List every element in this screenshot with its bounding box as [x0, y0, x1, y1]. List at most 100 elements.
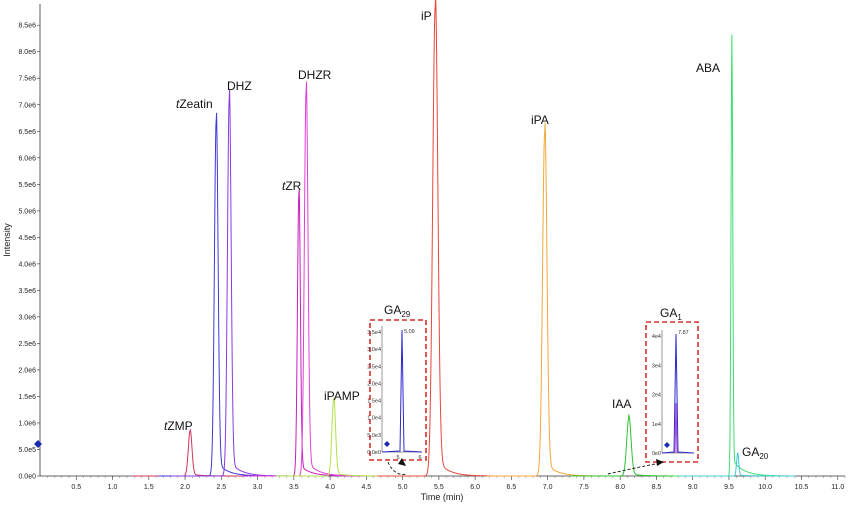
- inset-y-tick: 2.5e4: [367, 364, 381, 370]
- y-tick-label: 0.0e0: [18, 474, 36, 481]
- ga1-arrow: [607, 462, 661, 475]
- peak-label-main: iP: [421, 9, 432, 23]
- peak-label: GA20: [742, 445, 769, 461]
- y-tick-label: 8.5e6: [18, 23, 36, 30]
- peak-label: iPAMP: [324, 389, 360, 403]
- x-tick-label: 7.5: [579, 484, 589, 491]
- y-tick-label: 5.0e5: [18, 447, 36, 454]
- peak-label-main: ZR: [285, 179, 301, 193]
- x-tick-label: 11.0: [831, 484, 844, 491]
- peak-label: iPA: [531, 113, 549, 127]
- x-axis-title: Time (min): [421, 492, 464, 502]
- inset-peak-label: 7.87: [678, 330, 689, 336]
- series-line: [486, 122, 603, 477]
- ga29-arrowhead: [398, 458, 406, 466]
- inset-y-tick: 3.0e4: [367, 347, 381, 353]
- y-tick-label: 2.5e6: [18, 341, 36, 348]
- inset-y-tick: 2.0e4: [367, 381, 381, 387]
- inset-peak: [381, 329, 423, 453]
- peak-label: tZR: [282, 179, 302, 193]
- peak-label-main: ZMP: [167, 419, 192, 433]
- peak-label-sub: 20: [759, 452, 768, 461]
- y-tick-label: 3.0e6: [18, 314, 36, 321]
- x-tick-label: 0.5: [71, 484, 81, 491]
- x-tick-label: 7.0: [543, 484, 553, 491]
- peak-label: DHZR: [298, 68, 332, 82]
- inset-title: GA1: [660, 306, 682, 322]
- x-tick-label: 1.5: [144, 484, 154, 491]
- inset-ga29: 0.0e0 5.0e3 1.0e4 1.5e4 2.0e4 2.5e4 3.0e4 3.5e4…: [367, 303, 427, 461]
- peak-label-main: ABA: [696, 61, 720, 75]
- y-tick-label: 4.0e6: [18, 261, 36, 268]
- series-line: [679, 452, 796, 477]
- x-tick-label: 1.0: [108, 484, 118, 491]
- inset-marker-icon: [664, 442, 670, 448]
- series-line: [132, 428, 249, 477]
- peak-label: iP: [421, 9, 432, 23]
- inset-ga1: 0e0 1e4 2e4 3e4 4e4 7.87 GA1: [645, 306, 699, 463]
- y-tick-label: 7.5e6: [18, 76, 36, 83]
- y-tick-label: 6.5e6: [18, 129, 36, 136]
- ga1-arrowhead: [656, 459, 664, 466]
- peak-label-main: IAA: [612, 397, 631, 411]
- x-tick-label: 3.5: [289, 484, 299, 491]
- inset-peak: [661, 333, 695, 454]
- y-tick-label: 7.0e6: [18, 102, 36, 109]
- x-tick-label: 2.5: [216, 484, 226, 491]
- inset-peak-label: 5.09: [404, 329, 415, 335]
- y-axis-title: Intensity: [2, 223, 12, 257]
- inset-y-tick: 4e4: [652, 334, 661, 340]
- peak-label-main: DHZ: [227, 79, 252, 93]
- inset-title-main: GA: [384, 303, 401, 317]
- inset-y-tick: 3.5e4: [367, 330, 381, 336]
- y-tick-label: 1.0e6: [18, 420, 36, 427]
- peak-label-italic: t: [164, 419, 168, 433]
- x-tick-label: 2.0: [180, 484, 190, 491]
- inset-y-tick: 0e0: [652, 451, 661, 457]
- inset-marker-icon: [384, 441, 390, 447]
- peak-label-italic: t: [282, 179, 286, 193]
- peak-label: IAA: [612, 397, 631, 411]
- peak-label-italic: t: [176, 97, 180, 111]
- y-tick-label: 6.0e6: [18, 155, 36, 162]
- peak-label: tZeatin: [176, 97, 213, 111]
- inset-border: [645, 321, 699, 463]
- series-line: [377, 0, 494, 477]
- peak-label-main: DHZR: [298, 68, 332, 82]
- peak-label: tZMP: [164, 419, 193, 433]
- inset-y-tick: 0.0e0: [367, 450, 381, 456]
- y-tick-label: 2.0e6: [18, 367, 36, 374]
- inset-title-sub: 1: [677, 313, 682, 322]
- x-tick-label: 5.0: [398, 484, 408, 491]
- x-tick-label: 4.5: [361, 484, 371, 491]
- y-tick-label: 1.5e6: [18, 394, 36, 401]
- start-marker-icon: [34, 440, 42, 448]
- x-tick-label: 3.0: [253, 484, 263, 491]
- series-line: [240, 189, 357, 477]
- peak-label-main: GA: [742, 445, 759, 459]
- peak-label-main: Zeatin: [179, 97, 212, 111]
- x-tick-label: 6.5: [507, 484, 517, 491]
- inset-y-tick: 1.0e4: [367, 416, 381, 422]
- x-tick-label: 8.0: [615, 484, 625, 491]
- inset-border: [369, 319, 427, 461]
- inset-y-tick: 5.0e3: [367, 433, 381, 439]
- y-tick-label: 5.5e6: [18, 182, 36, 189]
- x-tick-label: 9.0: [688, 484, 698, 491]
- x-tick-label: 8.5: [652, 484, 662, 491]
- peak-label: DHZ: [227, 79, 252, 93]
- x-tick-label: 10.0: [758, 484, 772, 491]
- y-tick-label: 8.0e6: [18, 49, 36, 56]
- inset-title: GA29: [384, 303, 411, 319]
- series-line: [570, 413, 687, 477]
- inset-y-tick: 1e4: [652, 422, 661, 428]
- inset-title-sub: 29: [401, 310, 410, 319]
- inset-x-tick: 5: [396, 455, 399, 461]
- inset-y-tick: 3e4: [652, 363, 661, 369]
- peak-label: ABA: [696, 61, 720, 75]
- inset-x-tick: 6: [418, 455, 421, 461]
- peak-label-main: iPA: [531, 113, 549, 127]
- series-line: [248, 81, 365, 477]
- x-tick-label: 10.5: [795, 484, 809, 491]
- y-tick-label: 4.5e6: [18, 235, 36, 242]
